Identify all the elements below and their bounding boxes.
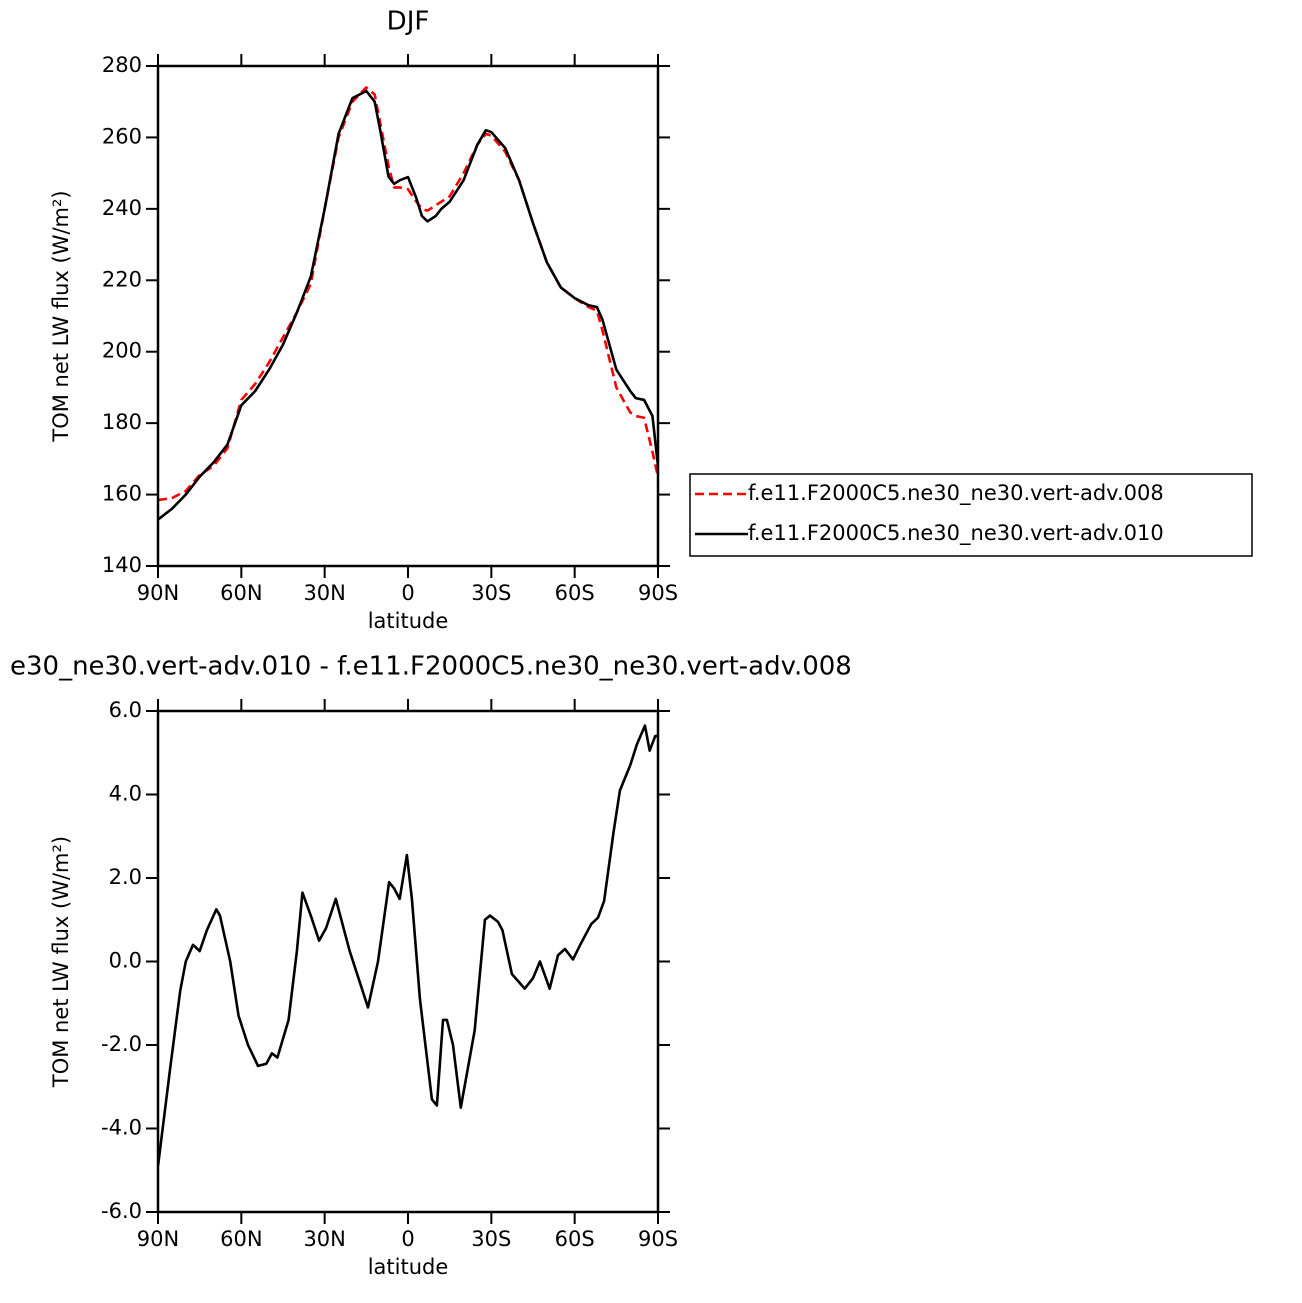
y-axis-label: TOM net LW flux (W/m²) [49,190,73,442]
x-tick-label: 30N [303,1227,345,1251]
x-tick-label: 60S [555,581,595,605]
x-tick-label: 90S [638,581,678,605]
y-axis-label: TOM net LW flux (W/m²) [49,836,73,1088]
data-line [158,89,658,521]
x-tick-label: 60N [220,581,262,605]
x-tick-label: 30S [471,581,511,605]
x-axis-label: latitude [368,609,449,633]
x-tick-label: 0 [401,1227,414,1251]
data-line [158,86,658,502]
chart-title: e30_ne30.vert-adv.010 - f.e11.F2000C5.ne… [10,652,852,682]
data-line [158,724,658,1167]
y-tick-label: 260 [102,124,142,148]
x-tick-label: 90S [638,1227,678,1251]
y-tick-label: 6.0 [109,698,142,722]
y-tick-label: 180 [102,410,142,434]
y-tick-label: 0.0 [109,949,142,973]
x-tick-label: 30N [303,581,345,605]
y-tick-label: 140 [102,553,142,577]
plot-frame [156,709,660,1214]
x-tick-label: 60N [220,1227,262,1251]
x-tick-label: 30S [471,1227,511,1251]
x-axis-label: latitude [368,1255,449,1279]
chart-title: DJF [387,7,430,37]
x-tick-label: 0 [401,581,414,605]
y-tick-label: 220 [102,267,142,291]
x-tick-label: 90N [137,581,179,605]
y-tick-label: 4.0 [109,782,142,806]
legend-label: f.e11.F2000C5.ne30_ne30.vert-adv.008 [748,481,1164,506]
legend-label: f.e11.F2000C5.ne30_ne30.vert-adv.010 [748,521,1164,546]
legend-box [689,473,1253,557]
y-tick-label: 240 [102,196,142,220]
y-tick-label: 160 [102,482,142,506]
y-tick-label: -6.0 [101,1199,142,1223]
y-tick-label: -2.0 [101,1032,142,1056]
x-tick-label: 90N [137,1227,179,1251]
y-tick-label: 280 [102,53,142,77]
y-tick-label: -4.0 [101,1116,142,1140]
y-tick-label: 2.0 [109,865,142,889]
y-tick-label: 200 [102,339,142,363]
x-tick-label: 60S [555,1227,595,1251]
plot-frame [156,64,660,568]
